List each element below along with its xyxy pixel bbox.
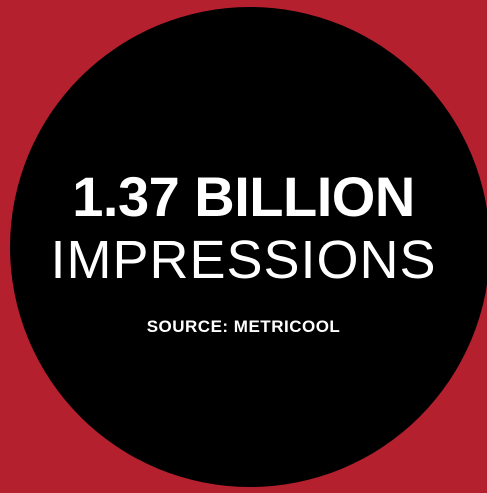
stat-source: SOURCE: METRICOOL [146,317,341,336]
stat-circle [10,7,487,487]
stat-subline: IMPRESSIONS [50,230,437,290]
stat-headline: 1.37 BILLION [72,165,415,228]
